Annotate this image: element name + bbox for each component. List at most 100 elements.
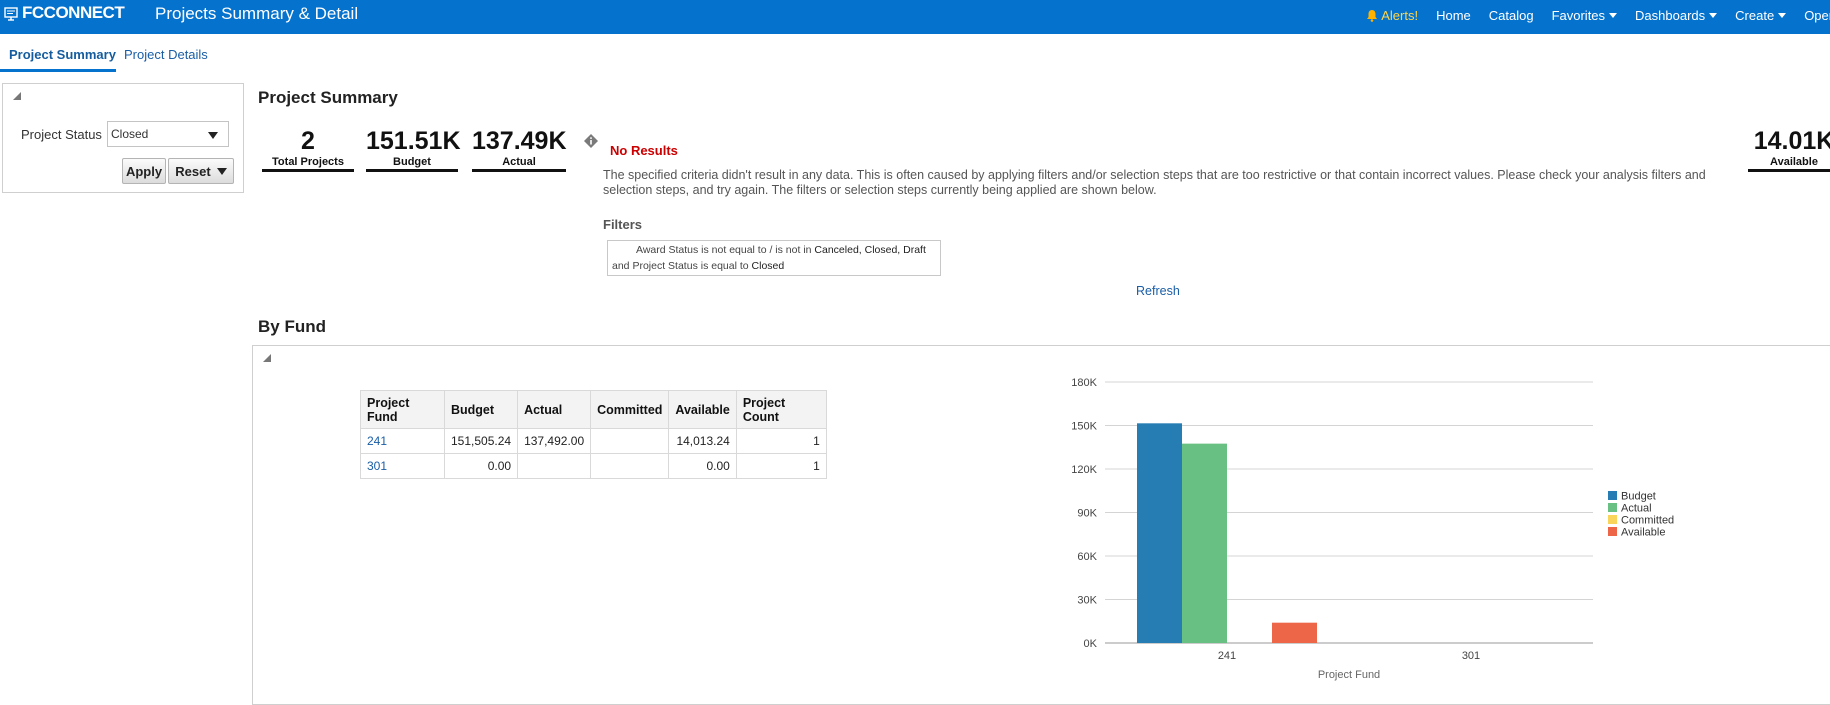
legend-swatch xyxy=(1608,515,1617,524)
filters-title: Filters xyxy=(603,217,643,232)
catalog-link[interactable]: Catalog xyxy=(1488,7,1534,23)
legend-swatch xyxy=(1608,491,1617,500)
committed-cell xyxy=(590,453,670,479)
no-results-message: The specified criteria didn't result in … xyxy=(603,168,1706,197)
bar-budget-241 xyxy=(1137,423,1182,643)
favorites-menu[interactable]: Favorites xyxy=(1551,7,1618,23)
budget-cell: 151,505.24 xyxy=(443,428,519,454)
refresh-link[interactable]: Refresh xyxy=(1136,284,1180,298)
committed-cell xyxy=(590,428,670,454)
reset-label: Reset xyxy=(175,163,211,179)
alerts-label: Alerts! xyxy=(1381,7,1419,23)
y-tick-label: 180K xyxy=(1071,377,1097,389)
collapse-triangle-icon[interactable] xyxy=(13,92,21,100)
dropdown-arrow-icon xyxy=(208,132,218,139)
chevron-down-icon xyxy=(1609,12,1618,18)
tab-project-summary[interactable]: Project Summary xyxy=(9,47,116,62)
project-summary-title: Project Summary xyxy=(258,88,398,107)
column-header-actual[interactable]: Actual xyxy=(517,390,592,429)
filter-text: Project Status is equal to xyxy=(632,260,749,272)
dashboards-label: Dashboards xyxy=(1635,7,1706,23)
filter-and: and xyxy=(612,260,630,272)
y-tick-label: 90K xyxy=(1077,508,1097,520)
y-tick-label: 60K xyxy=(1077,551,1097,563)
column-header-project-fund[interactable]: Project Fund xyxy=(360,390,445,429)
dashboards-menu[interactable]: Dashboards xyxy=(1635,7,1718,23)
filter-value: Canceled, Closed, Draft xyxy=(814,244,926,256)
filter-value: Closed xyxy=(751,260,785,272)
legend-entry: Actual xyxy=(1621,503,1652,515)
filter-line-1: Award Status is not equal to / is not in… xyxy=(636,244,926,256)
project-status-label: Project Status xyxy=(21,127,102,142)
actual-cell xyxy=(517,453,592,479)
legend-swatch xyxy=(1608,503,1617,512)
table-row: 301 0.00 0.00 1 xyxy=(360,453,827,479)
collapse-triangle-icon[interactable] xyxy=(263,354,271,362)
alerts-link[interactable]: Alerts! xyxy=(1366,8,1418,23)
bar-available-241 xyxy=(1272,622,1317,643)
global-nav: Alerts! Home Catalog Favorites Dashboard… xyxy=(1348,0,1830,30)
legend-entry: Budget xyxy=(1621,491,1656,503)
kpi-available: 14.01K Available xyxy=(1748,127,1830,172)
kpi-value: 151.51K xyxy=(366,127,461,155)
y-tick-label: 150K xyxy=(1071,421,1097,433)
reset-button[interactable]: Reset xyxy=(168,158,234,184)
tab-project-details[interactable]: Project Details xyxy=(124,47,208,62)
fund-link[interactable]: 301 xyxy=(360,453,445,479)
legend-entry: Committed xyxy=(1621,515,1674,527)
fund-link[interactable]: 241 xyxy=(360,428,445,454)
favorites-label: Favorites xyxy=(1551,7,1606,23)
kpi-total-projects: 2 Total Projects xyxy=(262,127,354,172)
bell-icon xyxy=(1367,9,1378,22)
kpi-actual: 137.49K Actual xyxy=(472,127,567,172)
available-cell: 0.00 xyxy=(668,453,737,479)
column-header-project-count[interactable]: Project Count xyxy=(735,390,827,429)
app-logo[interactable]: FCCONNECT xyxy=(22,3,125,22)
table-header-row: Project Fund Budget Actual Committed Ava… xyxy=(360,390,827,429)
kpi-caption: Available xyxy=(1748,156,1830,172)
filter-text: Award Status is not equal to / is not in xyxy=(636,244,812,256)
y-tick-label: 120K xyxy=(1071,464,1097,476)
bar-actual-241 xyxy=(1182,443,1227,643)
page-title: Projects Summary & Detail xyxy=(155,4,359,23)
kpi-value: 137.49K xyxy=(472,127,567,155)
actual-cell: 137,492.00 xyxy=(517,428,592,454)
kpi-value: 2 xyxy=(301,127,315,155)
open-menu[interactable]: Open xyxy=(1804,7,1830,23)
dashboard-tabs: Project Summary Project Details xyxy=(0,34,1830,72)
kpi-caption: Actual xyxy=(472,156,566,172)
create-label: Create xyxy=(1735,7,1775,23)
create-menu[interactable]: Create xyxy=(1735,7,1787,23)
count-cell: 1 xyxy=(735,453,827,479)
y-tick-label: 30K xyxy=(1077,595,1097,607)
available-cell: 14,013.24 xyxy=(668,428,737,454)
legend-swatch xyxy=(1608,527,1617,536)
filters-box: Award Status is not equal to / is not in… xyxy=(607,240,941,276)
x-tick-label: 241 xyxy=(1218,650,1236,662)
count-cell: 1 xyxy=(735,428,827,454)
legend-entry: Available xyxy=(1621,527,1665,539)
y-tick-label: 0K xyxy=(1084,638,1098,650)
filter-line-2: and Project Status is equal to Closed xyxy=(612,260,784,272)
top-bar: FCCONNECT Projects Summary & Detail Aler… xyxy=(0,0,1830,34)
project-status-value: Closed xyxy=(111,127,149,141)
column-header-committed[interactable]: Committed xyxy=(590,390,670,429)
prompt-panel: Project Status Closed Apply Reset xyxy=(2,83,244,193)
chevron-down-icon xyxy=(1709,12,1718,18)
apply-label: Apply xyxy=(125,163,163,179)
budget-cell: 0.00 xyxy=(443,453,519,479)
column-header-available[interactable]: Available xyxy=(668,390,737,429)
fund-table: Project Fund Budget Actual Committed Ava… xyxy=(360,390,827,479)
kpi-caption: Total Projects xyxy=(262,156,354,172)
home-link[interactable]: Home xyxy=(1436,7,1471,23)
x-tick-label: 301 xyxy=(1462,650,1480,662)
kpi-caption: Budget xyxy=(366,156,458,172)
chevron-down-icon xyxy=(216,167,227,175)
no-results-title: No Results xyxy=(610,143,678,158)
kpi-value: 14.01K xyxy=(1753,127,1830,155)
column-header-budget[interactable]: Budget xyxy=(443,390,519,429)
by-fund-title: By Fund xyxy=(258,317,326,336)
active-tab-indicator xyxy=(0,69,116,72)
apply-button[interactable]: Apply xyxy=(122,158,166,184)
project-status-select[interactable]: Closed xyxy=(107,121,229,147)
